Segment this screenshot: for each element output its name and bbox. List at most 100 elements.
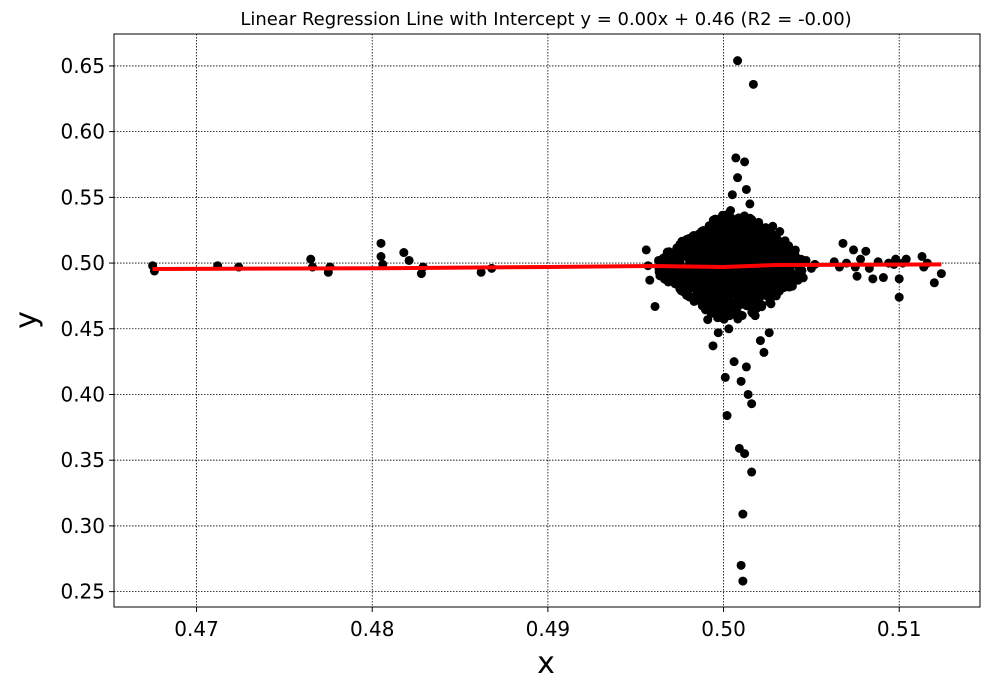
data-point (676, 268, 686, 278)
data-point (769, 236, 779, 246)
chart-title: Linear Regression Line with Intercept y … (240, 9, 851, 30)
x-axis: 0.47 0.48 0.49 0.50 0.51 (174, 607, 921, 641)
data-point (696, 280, 706, 290)
data-point (852, 271, 862, 281)
data-point (777, 280, 787, 290)
y-tick-label: 0.25 (60, 580, 105, 604)
data-point (856, 254, 866, 264)
data-point (742, 239, 752, 249)
data-point (878, 273, 888, 283)
regression-line-layer (152, 262, 942, 271)
data-point (796, 269, 806, 279)
data-point (721, 231, 731, 241)
data-point (739, 273, 749, 283)
data-point (740, 157, 750, 167)
data-point (736, 376, 746, 386)
y-tick-label: 0.55 (60, 185, 105, 209)
data-point (750, 311, 760, 321)
data-point (376, 238, 386, 248)
data-point (733, 56, 743, 66)
data-point (745, 199, 755, 209)
data-point (729, 357, 739, 367)
data-point (306, 254, 316, 264)
data-point (744, 226, 754, 236)
data-point (917, 251, 927, 261)
data-point (761, 223, 771, 233)
data-point (901, 254, 911, 264)
data-point (726, 205, 736, 215)
data-point (689, 230, 699, 240)
data-point (704, 242, 714, 252)
data-point (675, 276, 685, 286)
data-point (766, 299, 776, 309)
data-point (712, 287, 722, 297)
data-point (710, 225, 720, 235)
x-tick-label: 0.48 (350, 617, 395, 641)
data-point (868, 274, 878, 284)
data-point (758, 289, 768, 299)
y-tick-label: 0.50 (60, 251, 105, 275)
regression-line (152, 262, 942, 271)
data-point (738, 509, 748, 519)
data-point (399, 248, 409, 258)
data-point (741, 184, 751, 194)
data-point (376, 251, 386, 261)
data-point (756, 266, 766, 276)
data-point (731, 153, 741, 163)
data-point (683, 291, 693, 301)
data-point (755, 336, 765, 346)
data-point (743, 389, 753, 399)
data-point (778, 250, 788, 260)
data-point (891, 254, 901, 264)
data-point (724, 252, 734, 262)
data-point (764, 328, 774, 338)
data-point (703, 315, 713, 325)
data-point (738, 576, 748, 586)
data-point (769, 244, 779, 254)
data-point (692, 270, 702, 280)
data-point (748, 79, 758, 89)
data-point (689, 251, 699, 261)
y-tick-label: 0.40 (60, 382, 105, 406)
data-point (731, 222, 741, 232)
data-point (682, 234, 692, 244)
data-point (789, 246, 799, 256)
data-point (739, 215, 749, 225)
data-point (654, 255, 664, 265)
x-tick-label: 0.51 (877, 617, 922, 641)
y-tick-label: 0.45 (60, 317, 105, 341)
data-point (726, 297, 736, 307)
data-point (733, 173, 743, 183)
data-point (650, 301, 660, 311)
data-point (719, 274, 729, 284)
data-point (929, 278, 939, 288)
data-point (861, 246, 871, 256)
data-point (659, 267, 669, 277)
y-axis: 0.25 0.30 0.35 0.40 0.45 0.50 0.55 0.60 0.65 (60, 54, 114, 604)
data-point (701, 299, 711, 309)
y-tick-label: 0.60 (60, 120, 105, 144)
data-point (676, 284, 686, 294)
data-point (729, 241, 739, 251)
data-point (736, 560, 746, 570)
y-tick-label: 0.30 (60, 514, 105, 538)
data-point (771, 291, 781, 301)
data-point (768, 221, 778, 231)
data-point (740, 449, 750, 459)
data-point (894, 274, 904, 284)
data-point (936, 269, 946, 279)
data-point (715, 248, 725, 258)
data-point (683, 284, 693, 294)
data-point (708, 341, 718, 351)
data-point (762, 273, 772, 283)
data-point (720, 372, 730, 382)
data-point (723, 280, 733, 290)
data-point (697, 227, 707, 237)
data-point (713, 328, 723, 338)
data-point (745, 284, 755, 294)
data-point (722, 411, 732, 421)
data-point (773, 265, 783, 275)
data-point (754, 217, 764, 227)
data-point (789, 276, 799, 286)
data-point (747, 399, 757, 409)
